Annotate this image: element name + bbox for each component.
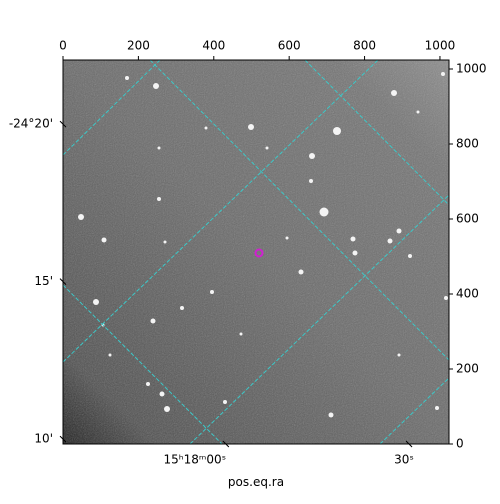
ra-tick-label: 15ʰ18ᵐ00ˢ (164, 453, 227, 467)
dec-tick-label: -24°20' (9, 117, 53, 131)
ra-tick (405, 440, 413, 448)
x-tick-label: 0 (59, 39, 67, 53)
target-marker (254, 248, 264, 258)
dec-tick (59, 435, 67, 443)
dec-tick-label: 15' (34, 274, 53, 288)
x-tick-label: 600 (278, 39, 301, 53)
y-tick-label: 0 (456, 437, 464, 451)
x-tick-label: 1000 (425, 39, 456, 53)
y-tick-label: 600 (456, 212, 479, 226)
coordinate-grid (63, 60, 449, 444)
ra-tick-label: 30ˢ (394, 453, 414, 467)
stars (78, 72, 448, 418)
x-tick-label: 400 (202, 39, 225, 53)
x-tick-label: 200 (127, 39, 150, 53)
y-tick-label: 1000 (456, 62, 487, 76)
dec-tick-label: 10' (34, 432, 53, 446)
x-tick-label: 800 (353, 39, 376, 53)
y-tick-label: 800 (456, 137, 479, 151)
dec-tick (59, 278, 67, 285)
dec-tick (59, 120, 67, 128)
y-tick-label: 400 (456, 287, 479, 301)
ra-tick (222, 440, 230, 448)
frame (62, 59, 450, 445)
x-axis-label: pos.eq.ra (228, 475, 284, 489)
y-tick-label: 200 (456, 362, 479, 376)
